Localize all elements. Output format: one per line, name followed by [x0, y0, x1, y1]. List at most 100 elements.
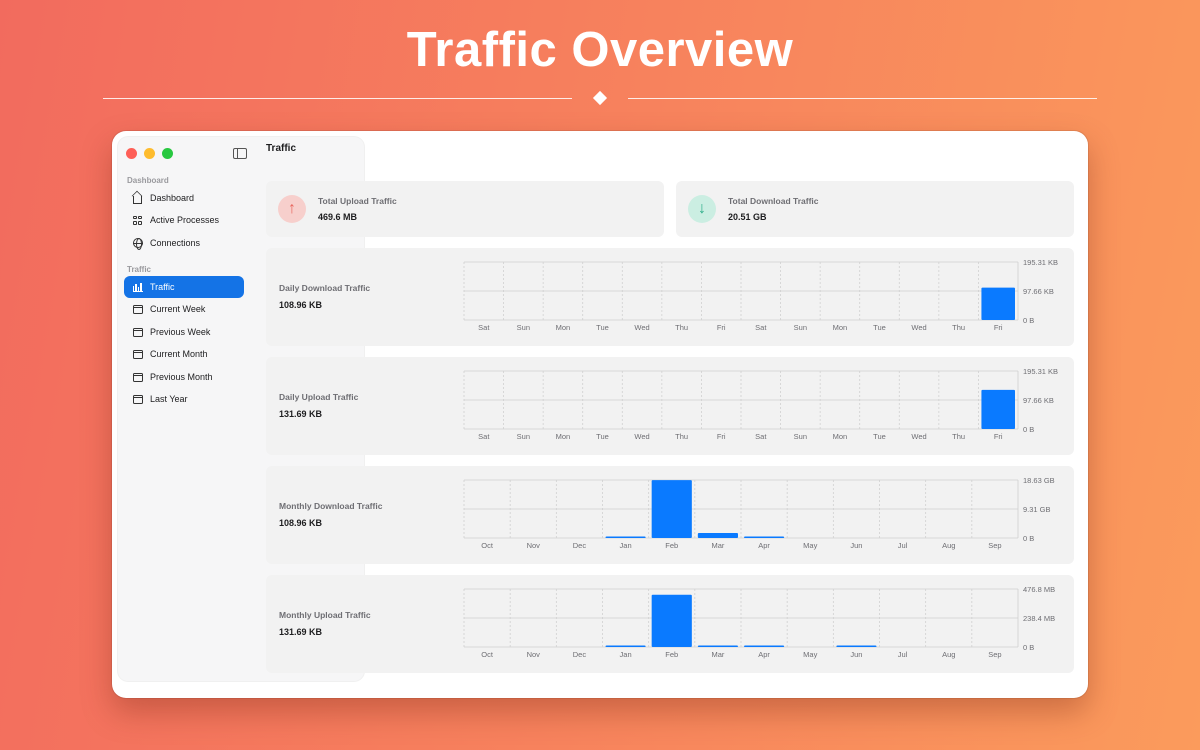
sidebar-item-current-month[interactable]: Current Month	[124, 343, 244, 365]
sidebar-item-label: Active Processes	[150, 215, 220, 225]
x-tick-label: Mon	[556, 323, 571, 332]
arrow-up-icon: ↑	[278, 195, 306, 223]
sidebar-item-label: Last Year	[150, 394, 188, 404]
minimize-window-button[interactable]	[144, 148, 155, 159]
stat-value: 20.51 GB	[728, 212, 767, 222]
y-tick-label: 476.8 MB	[1023, 585, 1055, 594]
sidebar-item-last-year[interactable]: Last Year	[124, 388, 244, 410]
bar-fri[interactable]	[981, 287, 1015, 320]
chart-value: 131.69 KB	[279, 409, 323, 419]
bar-mar[interactable]	[697, 645, 738, 648]
download-stat-card: ↓ Total Download Traffic 20.51 GB	[676, 181, 1074, 237]
x-tick-label: Fri	[994, 432, 1003, 441]
stat-title: Total Download Traffic	[728, 196, 819, 206]
page-title: Traffic	[266, 143, 297, 154]
sidebar-item-previous-week[interactable]: Previous Week	[124, 321, 244, 343]
bar-feb[interactable]	[651, 480, 692, 538]
hero-divider-left	[103, 98, 572, 99]
bar-jan[interactable]	[605, 536, 646, 539]
y-tick-label: 18.63 GB	[1023, 476, 1055, 485]
close-window-button[interactable]	[126, 148, 137, 159]
window-controls	[126, 148, 173, 159]
x-tick-label: Feb	[665, 650, 678, 659]
x-tick-label: Sun	[794, 323, 807, 332]
daily-download-chart-card: Daily Download Traffic 108.96 KB 195.31 …	[266, 248, 1074, 346]
sidebar-toggle-icon[interactable]	[233, 148, 247, 159]
chart-title: Daily Download Traffic	[279, 283, 371, 293]
x-tick-label: May	[803, 541, 817, 550]
chart-bars-icon	[132, 282, 143, 293]
stat-value: 469.6 MB	[318, 212, 358, 222]
x-tick-label: Apr	[758, 650, 770, 659]
y-tick-label: 97.66 KB	[1023, 396, 1054, 405]
x-tick-label: Thu	[675, 323, 688, 332]
x-tick-label: Tue	[596, 432, 609, 441]
sidebar-item-traffic[interactable]: Traffic	[124, 276, 244, 298]
x-tick-label: Sun	[517, 323, 530, 332]
chart-plot: 476.8 MB 238.4 MB 0 B Oct Nov Dec Jan Feb Mar Apr…	[463, 585, 1055, 659]
x-tick-label: Wed	[911, 432, 926, 441]
x-tick-label: Sep	[988, 650, 1001, 659]
x-tick-label: Sat	[478, 432, 490, 441]
chart-value: 131.69 KB	[279, 627, 323, 637]
x-tick-label: Nov	[527, 650, 541, 659]
bar-apr[interactable]	[744, 645, 785, 648]
x-tick-label: Nov	[527, 541, 541, 550]
x-tick-label: Sat	[755, 432, 767, 441]
y-tick-label: 97.66 KB	[1023, 287, 1054, 296]
y-tick-label: 0 B	[1023, 425, 1034, 434]
zoom-window-button[interactable]	[162, 148, 173, 159]
sidebar-item-label: Previous Month	[150, 372, 213, 382]
x-tick-label: Fri	[717, 432, 726, 441]
x-tick-label: Sat	[755, 323, 767, 332]
chart-plot: 195.31 KB 97.66 KB 0 B Sat Sun Mon Tue Wed Thu Fr…	[463, 258, 1058, 332]
chart-value: 108.96 KB	[279, 300, 323, 310]
x-tick-label: Apr	[758, 541, 770, 550]
chart-plot: 18.63 GB 9.31 GB 0 B Oct Nov Dec Jan Feb Mar Apr M…	[463, 476, 1055, 550]
x-tick-label: Feb	[665, 541, 678, 550]
chart-title: Monthly Upload Traffic	[279, 610, 371, 620]
calendar-icon	[132, 372, 143, 383]
x-tick-label: Dec	[573, 650, 587, 659]
monthly-upload-chart-card: Monthly Upload Traffic 131.69 KB 476.8 M…	[266, 575, 1074, 673]
x-tick-label: Mon	[556, 432, 571, 441]
bar-feb[interactable]	[651, 594, 692, 647]
monthly-download-chart-card: Monthly Download Traffic 108.96 KB 18.63…	[266, 466, 1074, 564]
bar-fri[interactable]	[981, 389, 1015, 429]
x-tick-label: Jun	[850, 541, 862, 550]
bar-jun[interactable]	[836, 645, 877, 648]
x-tick-label: Jul	[898, 541, 908, 550]
sidebar-item-current-week[interactable]: Current Week	[124, 298, 244, 320]
hero-divider-right	[628, 98, 1097, 99]
chart-title: Monthly Download Traffic	[279, 501, 383, 511]
x-tick-label: Dec	[573, 541, 587, 550]
y-tick-label: 0 B	[1023, 643, 1034, 652]
bar-apr[interactable]	[744, 536, 785, 539]
sidebar-section-traffic: Traffic	[127, 265, 152, 274]
x-tick-label: Thu	[952, 323, 965, 332]
x-tick-label: Mar	[711, 650, 724, 659]
globe-icon	[132, 238, 143, 250]
upload-stat-card: ↑ Total Upload Traffic 469.6 MB	[266, 181, 664, 237]
y-tick-label: 0 B	[1023, 534, 1034, 543]
y-tick-label: 238.4 MB	[1023, 614, 1055, 623]
sidebar-item-connections[interactable]: Connections	[124, 232, 244, 254]
arrow-down-icon: ↓	[688, 195, 716, 223]
bar-jan[interactable]	[605, 645, 646, 648]
chart-value: 108.96 KB	[279, 518, 323, 528]
chart-title: Daily Upload Traffic	[279, 392, 359, 402]
x-tick-label: Wed	[634, 323, 649, 332]
y-tick-label: 9.31 GB	[1023, 505, 1051, 514]
bar-mar[interactable]	[697, 533, 738, 538]
sidebar-item-previous-month[interactable]: Previous Month	[124, 366, 244, 388]
stat-title: Total Upload Traffic	[318, 196, 397, 206]
x-tick-label: Tue	[873, 432, 886, 441]
y-tick-label: 195.31 KB	[1023, 367, 1058, 376]
sidebar-item-dashboard[interactable]: Dashboard	[124, 187, 244, 209]
calendar-icon	[132, 327, 143, 338]
x-tick-label: Wed	[634, 432, 649, 441]
sidebar-item-label: Current Week	[150, 304, 206, 314]
x-tick-label: Oct	[481, 541, 494, 550]
x-tick-label: Sat	[478, 323, 490, 332]
sidebar-item-active-processes[interactable]: Active Processes	[124, 209, 244, 231]
